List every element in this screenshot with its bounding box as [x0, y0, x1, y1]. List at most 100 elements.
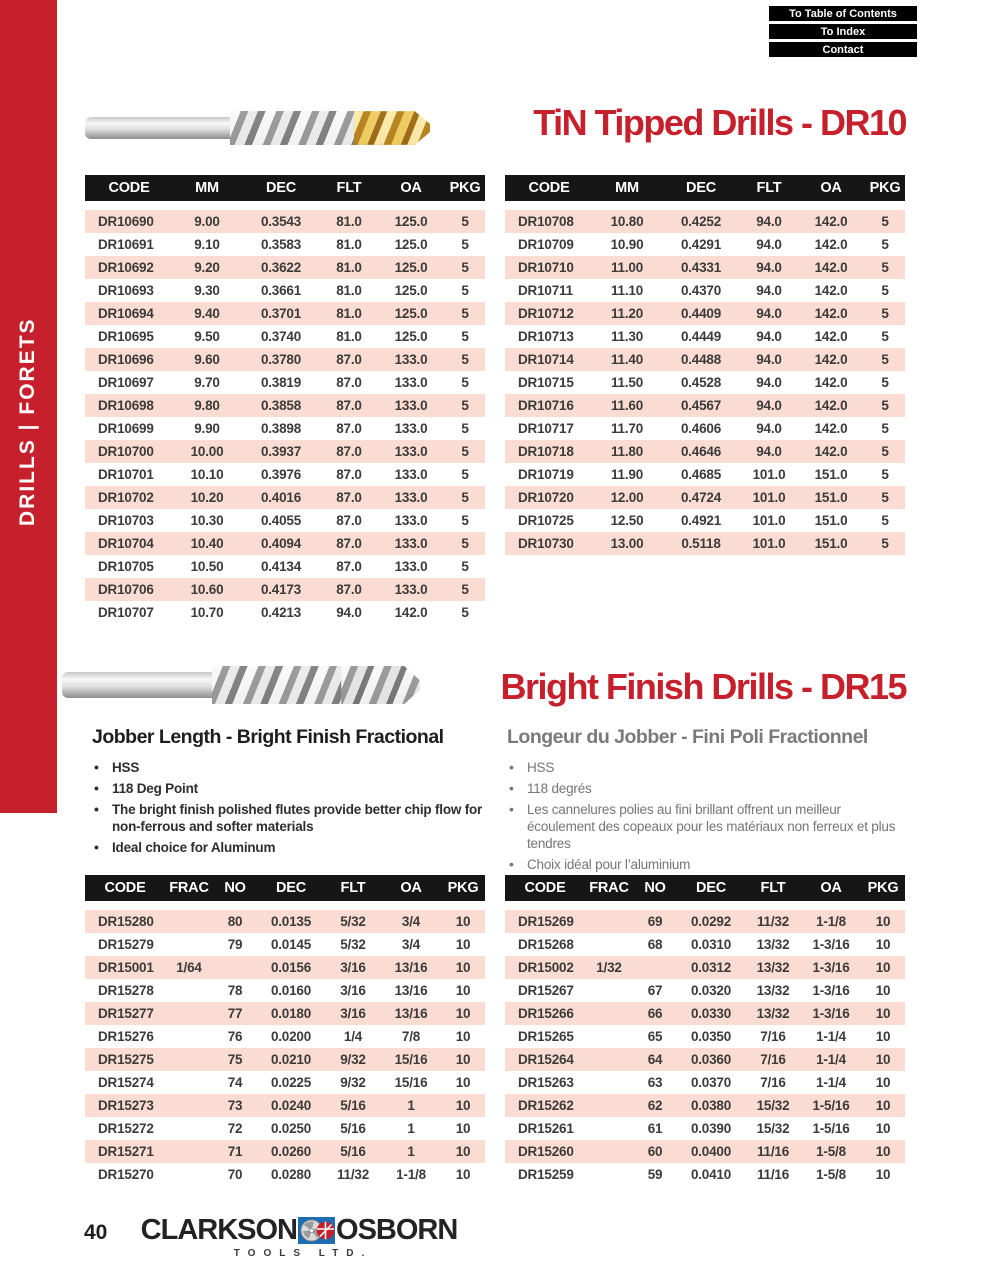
brand-name-osborn: OSBORN — [336, 1214, 458, 1246]
contact-button[interactable]: Contact — [769, 42, 917, 57]
table-cell: 0.4449 — [680, 329, 722, 344]
table-cell: 5/32 — [340, 914, 366, 929]
table-cell: 0.3898 — [260, 421, 302, 436]
table-cell: 81.0 — [336, 214, 362, 229]
table-cell — [585, 979, 633, 1002]
table-cell: 1-5/8 — [816, 1144, 846, 1159]
table-cell — [165, 933, 213, 956]
table-cell: 10 — [875, 983, 891, 998]
to-table-of-contents-button[interactable]: To Table of Contents — [769, 6, 917, 21]
table-cell: 10.90 — [610, 237, 644, 252]
table-cell: 7/16 — [760, 1075, 786, 1090]
table-cell: 11.00 — [610, 260, 644, 275]
bullet-item: HSS — [92, 759, 484, 776]
table-cell: 0.4528 — [680, 375, 722, 390]
table-cell: 7/16 — [760, 1052, 786, 1067]
table-cell: 5 — [461, 352, 469, 367]
table-cell: 0.3937 — [260, 444, 302, 459]
table-cell: DR10702 — [98, 490, 154, 505]
table-cell: 10 — [455, 1006, 471, 1021]
table-cell: 0.4409 — [680, 306, 722, 321]
column-header: NO — [644, 880, 666, 896]
table-cell: 125.0 — [394, 306, 428, 321]
drill-shank — [62, 672, 241, 698]
to-index-button[interactable]: To Index — [769, 24, 917, 39]
column-header: CODE — [528, 180, 570, 196]
table-cell: 0.0240 — [270, 1098, 312, 1113]
column-header: DEC — [685, 180, 716, 196]
table-cell: 73 — [227, 1098, 243, 1113]
table-cell: DR10716 — [518, 398, 574, 413]
table-cell: DR10703 — [98, 513, 154, 528]
table-cell: 11.80 — [610, 444, 644, 459]
column-header: CODE — [108, 180, 150, 196]
table-cell — [585, 910, 633, 933]
table-cell: DR15267 — [518, 983, 574, 998]
table-cell: 5 — [461, 467, 469, 482]
table-cell: 11.10 — [610, 283, 644, 298]
table-cell: 9/32 — [340, 1075, 366, 1090]
table-cell: 94.0 — [756, 398, 782, 413]
table-cell: DR10717 — [518, 421, 574, 436]
table-cell — [585, 1048, 633, 1071]
bullet-item: Ideal choice for Aluminum — [92, 839, 484, 856]
table-cell: 0.3858 — [260, 398, 302, 413]
column-header: FLT — [340, 880, 366, 896]
table-row: DR15270 70 0.0280 11/32 1-1/8 10 — [85, 1163, 485, 1186]
table-cell: DR15266 — [518, 1006, 574, 1021]
table-cell — [585, 933, 633, 956]
table-cell: DR15260 — [518, 1144, 574, 1159]
table-cell: 0.0370 — [690, 1075, 732, 1090]
table-cell: DR10710 — [518, 260, 574, 275]
table-cell: 0.0210 — [270, 1052, 312, 1067]
table-cell: 133.0 — [394, 352, 428, 367]
table-cell: DR15270 — [98, 1167, 154, 1182]
table-cell: 69 — [647, 914, 663, 929]
table-cell: 0.0410 — [690, 1167, 732, 1182]
table-cell: 11/32 — [336, 1167, 370, 1182]
table-cell: 142.0 — [814, 444, 848, 459]
table-row: DR10715 11.50 0.4528 94.0 142.0 5 — [505, 371, 905, 394]
table-cell: 0.4213 — [260, 605, 302, 620]
table-cell: 94.0 — [756, 214, 782, 229]
table-cell: 0.0135 — [270, 914, 312, 929]
table-cell: 1-1/8 — [816, 914, 846, 929]
table-cell: 7/8 — [401, 1029, 421, 1044]
column-header: FLT — [760, 880, 786, 896]
table-cell: 62 — [647, 1098, 663, 1113]
table-cell: 11.90 — [610, 467, 644, 482]
table-cell: 10 — [875, 1144, 891, 1159]
table-cell: 15/32 — [756, 1098, 790, 1113]
table-cell: 11.70 — [610, 421, 644, 436]
table-cell: DR10695 — [98, 329, 154, 344]
table-cell: 0.0156 — [270, 960, 312, 975]
table-cell: 10 — [455, 1167, 471, 1182]
table-cell: 65 — [647, 1029, 663, 1044]
table-row: DR10697 9.70 0.3819 87.0 133.0 5 — [85, 371, 485, 394]
table-row: DR10702 10.20 0.4016 87.0 133.0 5 — [85, 486, 485, 509]
table-cell: 5 — [461, 421, 469, 436]
dr10-table-right: CODE MM DEC FLT OA PKG DR10708 10.80 0.4252 94.0 1… — [505, 175, 905, 555]
table-cell: 125.0 — [394, 214, 428, 229]
table-cell: 5 — [881, 237, 889, 252]
table-cell: DR10706 — [98, 582, 154, 597]
pdf-nav: To Table of Contents To Index Contact — [769, 6, 917, 60]
table-cell: 1-5/16 — [812, 1098, 850, 1113]
table-row: DR15267 67 0.0320 13/32 1-3/16 10 — [505, 979, 905, 1002]
table-cell: 59 — [647, 1167, 663, 1182]
column-header: OA — [400, 180, 422, 196]
table-cell: 5 — [881, 260, 889, 275]
table-cell: 5 — [461, 582, 469, 597]
table-cell: DR15001 — [98, 960, 154, 975]
table-cell: DR15268 — [518, 937, 574, 952]
table-row: DR15279 79 0.0145 5/32 3/4 10 — [85, 933, 485, 956]
bullet-item: Les cannelures polies au fini brillant o… — [507, 801, 907, 852]
table-cell: 0.4331 — [680, 260, 722, 275]
table-cell: 87.0 — [336, 467, 362, 482]
table-cell: 94.0 — [756, 421, 782, 436]
table-row: DR10699 9.90 0.3898 87.0 133.0 5 — [85, 417, 485, 440]
table-cell: 0.4173 — [260, 582, 302, 597]
table-row: DR15260 60 0.0400 11/16 1-5/8 10 — [505, 1140, 905, 1163]
table-cell: 0.4606 — [680, 421, 722, 436]
table-cell: DR15002 — [518, 960, 574, 975]
